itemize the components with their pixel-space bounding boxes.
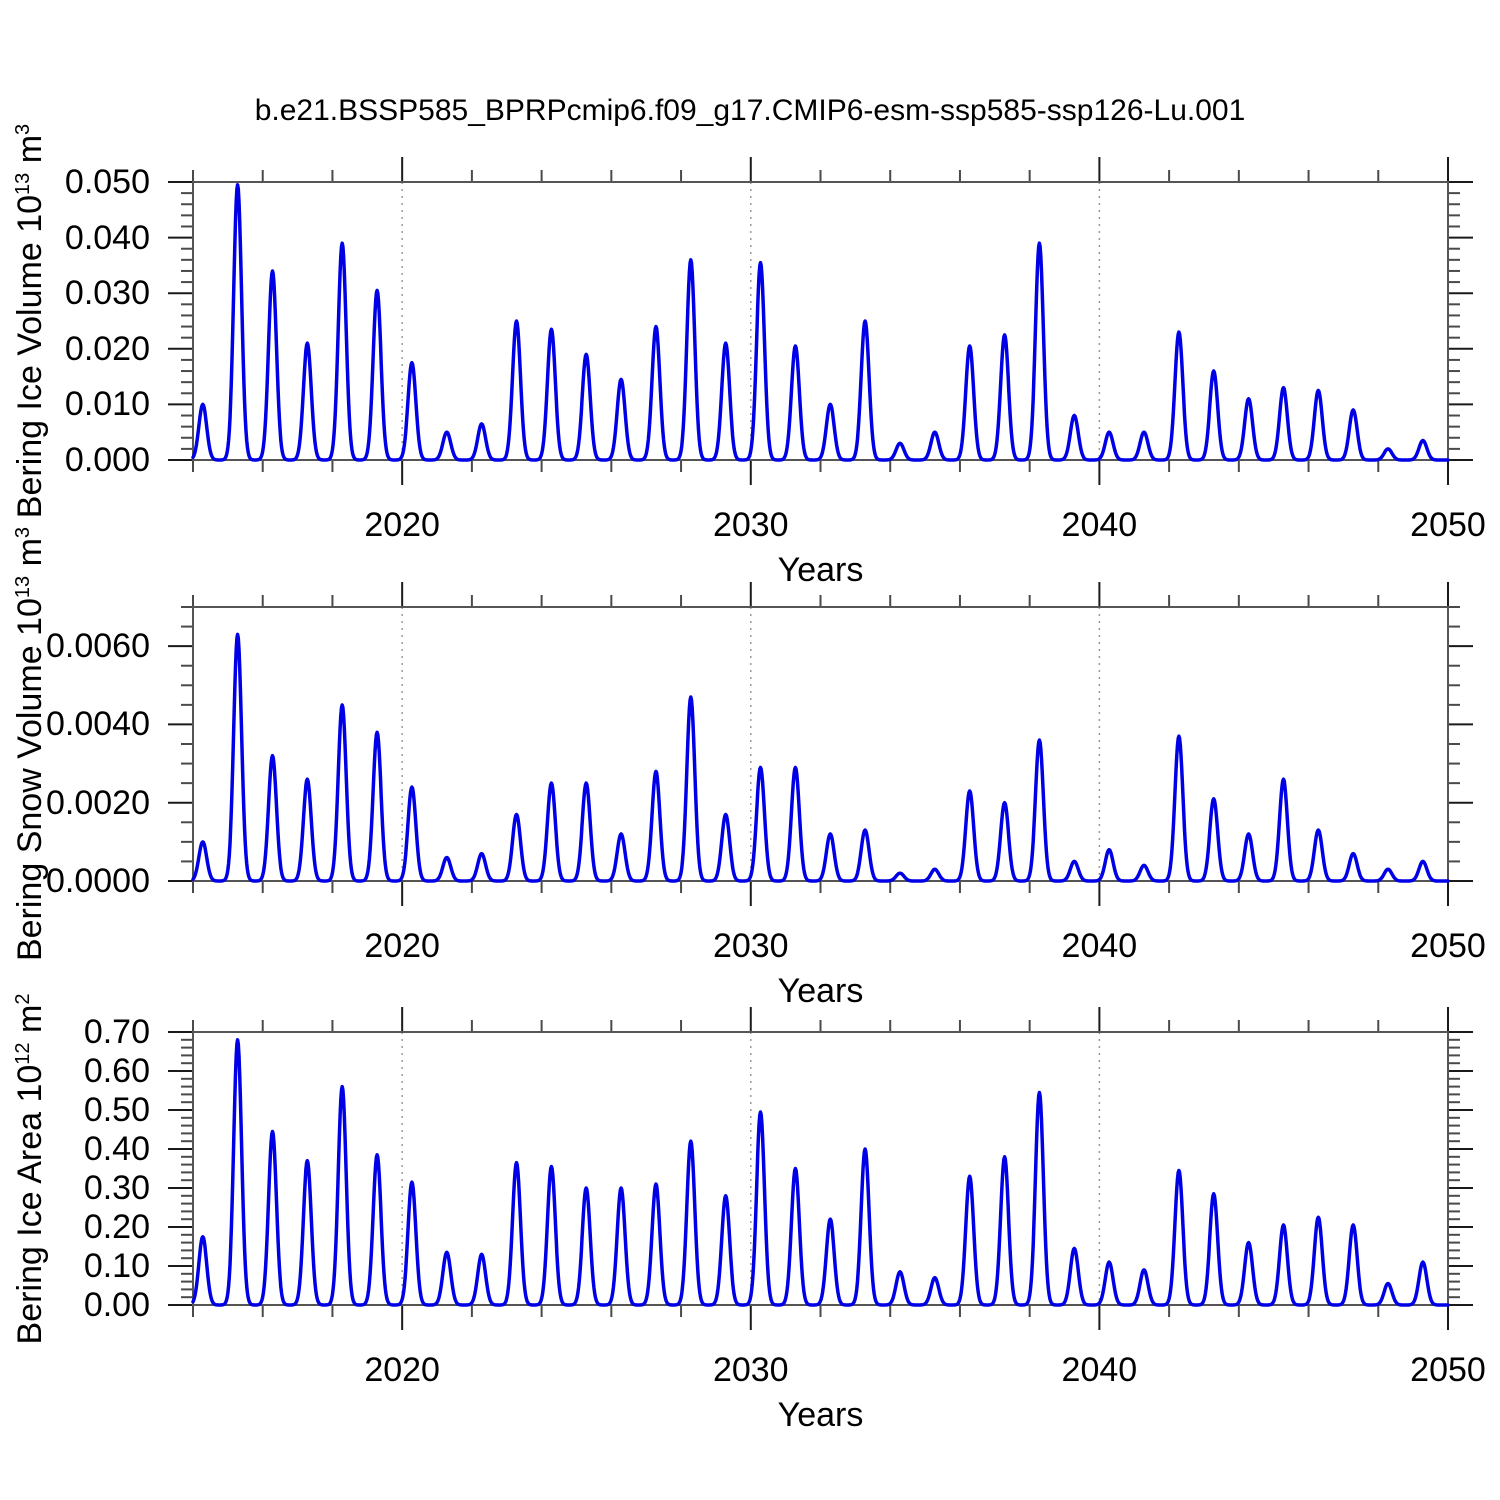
x-axis-title: Years — [777, 1396, 864, 1434]
series-line-snow-volume — [191, 632, 1450, 883]
panel-ice-volume — [168, 157, 1473, 485]
y-tick-label: 0.020 — [64, 329, 150, 368]
panel-snow-volume — [168, 582, 1473, 906]
y-axis-title-ice-area: Bering Ice Area 1012 m2 — [11, 889, 53, 1449]
x-tick-label: 2020 — [364, 506, 440, 544]
y-axis-title-superscript: 3 — [12, 123, 34, 135]
y-tick-label: 0.60 — [83, 1052, 150, 1090]
figure-title: b.e21.BSSP585_BPRPcmip6.f09_g17.CMIP6-es… — [254, 94, 1246, 127]
y-tick-label: 0.010 — [64, 385, 150, 424]
y-tick-label: 0.050 — [64, 163, 150, 201]
plot-frame — [192, 606, 1449, 882]
y-axis-title-text: m — [11, 134, 49, 173]
series-line-ice-volume — [191, 183, 1450, 462]
x-tick-label: 2040 — [1061, 927, 1138, 965]
y-tick-label: 0.00 — [83, 1286, 150, 1324]
y-tick-label: 0.40 — [83, 1130, 150, 1168]
y-axis-title-superscript: 13 — [12, 172, 34, 195]
x-tick-label: 2040 — [1061, 1351, 1138, 1389]
panel-ice-area — [168, 1007, 1473, 1330]
y-tick-label: 0.20 — [83, 1208, 150, 1246]
x-tick-label: 2050 — [1410, 506, 1486, 544]
y-axis-title-superscript: 13 — [12, 575, 34, 599]
y-axis-title-text: m — [11, 538, 49, 576]
x-axis-title: Years — [777, 972, 864, 1010]
series-line-ice-area — [191, 1038, 1450, 1307]
x-axis-title: Years — [777, 551, 864, 589]
y-tick-label: 0.70 — [83, 1013, 150, 1051]
x-tick-label: 2050 — [1410, 927, 1486, 965]
y-axis-title-superscript: 2 — [12, 993, 34, 1005]
y-tick-label: 0.0020 — [46, 783, 150, 822]
y-axis-title-text: Bering Ice Area 10 — [11, 1064, 49, 1344]
x-tick-label: 2040 — [1061, 506, 1138, 544]
x-tick-label: 2020 — [364, 1351, 440, 1389]
y-axis-title-superscript: 12 — [12, 1041, 34, 1065]
y-axis-title-text: m — [11, 1004, 49, 1042]
x-tick-label: 2030 — [712, 506, 789, 544]
y-tick-label: 0.030 — [64, 274, 150, 313]
x-tick-label: 2020 — [364, 927, 440, 965]
y-tick-label: 0.040 — [64, 218, 150, 257]
x-tick-label: 2050 — [1410, 1351, 1486, 1389]
y-tick-label: 0.50 — [83, 1091, 150, 1129]
x-tick-label: 2030 — [712, 927, 789, 965]
y-tick-label: 0.000 — [64, 441, 150, 479]
y-axis-title-superscript: 3 — [12, 526, 34, 539]
y-tick-label: 0.0040 — [46, 705, 150, 744]
y-tick-label: 0.10 — [83, 1247, 150, 1285]
y-tick-label: 0.30 — [83, 1169, 150, 1207]
y-tick-label: 0.0060 — [46, 627, 150, 666]
plot-frame — [192, 1031, 1449, 1306]
y-tick-label: 0.0000 — [46, 862, 150, 900]
x-tick-label: 2030 — [712, 1351, 789, 1389]
